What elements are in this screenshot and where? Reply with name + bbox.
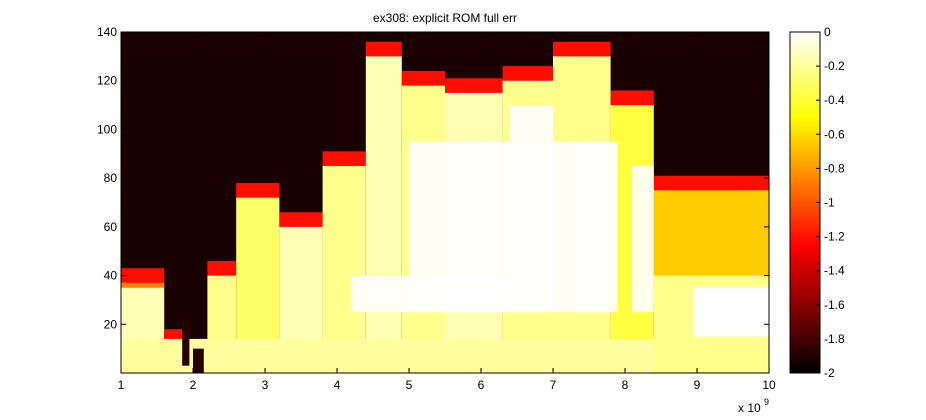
heatmap-region-edge <box>553 41 611 57</box>
heatmap-region-edge <box>610 90 654 106</box>
x-tick-label: 5 <box>406 378 413 392</box>
colorbar-axis: 0 -0.2 -0.4 -0.6 -0.8 -1 -1.2 -1.4 -1.6 -1.8 -2 <box>816 25 845 380</box>
colorbar-tick-label: -0.6 <box>824 127 845 141</box>
heatmap-region-edge <box>322 151 366 166</box>
heatmap-region-edge <box>279 212 323 227</box>
heatmap-details <box>121 105 769 373</box>
heatmap-region-edge <box>207 260 237 276</box>
heatmap-region-edge <box>401 70 445 86</box>
heatmap-region-edge <box>502 66 553 81</box>
y-axis: 20 40 60 80 100 120 140 <box>97 25 769 331</box>
heatmap-region-edge <box>236 183 280 198</box>
heatmap-white-band <box>509 105 553 313</box>
colorbar-tick-label: -0.4 <box>824 93 845 107</box>
colorbar-tick-label: -0.8 <box>824 161 845 175</box>
x-tick-label: 4 <box>334 378 341 392</box>
plot-frame <box>120 31 770 374</box>
colorbar-tick-label: -1.4 <box>824 264 845 278</box>
y-tick-label: 120 <box>97 74 117 88</box>
x-tick-label: 6 <box>478 378 485 392</box>
y-tick-label: 100 <box>97 122 117 136</box>
y-tick-label: 80 <box>104 171 118 185</box>
colorbar-tick-label: -1.2 <box>824 230 845 244</box>
colorbar-tick-label: -1.8 <box>824 332 845 346</box>
colorbar-tick-label: -1 <box>824 196 835 210</box>
x-axis: 1 2 3 4 5 6 7 8 9 10 <box>118 32 776 392</box>
heatmap-regions <box>121 41 769 373</box>
x-tick-label: 8 <box>622 378 629 392</box>
y-tick-label: 40 <box>104 269 118 283</box>
x-tick-label: 7 <box>550 378 557 392</box>
heatmap-region <box>322 165 366 373</box>
heatmap-region-edge <box>445 78 503 93</box>
x-tick-label: 1 <box>118 378 125 392</box>
heatmap-white-band <box>574 141 618 313</box>
heatmap-region <box>365 56 402 373</box>
colorbar-tick-label: -0.2 <box>824 59 845 73</box>
x-axis-multiplier-exponent: 9 <box>764 397 769 407</box>
chart-title: ex308: explicit ROM full err <box>373 11 517 25</box>
heatmap-white-band <box>632 165 654 313</box>
x-tick-label: 2 <box>190 378 197 392</box>
colorbar <box>790 32 820 373</box>
x-tick-label: 9 <box>694 378 701 392</box>
x-tick-label: 10 <box>762 378 776 392</box>
heatmap-region-edge <box>653 175 769 191</box>
colorbar-tick-label: -2 <box>824 366 835 380</box>
heatmap-region-edge <box>365 41 402 57</box>
heatmap-dip <box>193 348 204 373</box>
y-tick-label: 140 <box>97 25 117 39</box>
colorbar-tick-label: 0 <box>824 25 831 39</box>
heatmap-plot-area <box>121 32 769 373</box>
y-tick-label: 60 <box>104 220 118 234</box>
heatmap-dip <box>182 319 190 366</box>
y-tick-label: 20 <box>104 317 118 331</box>
heatmap-region-edge <box>121 282 165 288</box>
heatmap-orange-zone <box>653 221 769 276</box>
heatmap-region-edge <box>121 268 165 283</box>
x-tick-label: 3 <box>262 378 269 392</box>
heatmap-white-patch <box>693 287 769 337</box>
colorbar-tick-label: -1.6 <box>824 298 845 312</box>
x-axis-multiplier: x 10 <box>738 401 761 415</box>
